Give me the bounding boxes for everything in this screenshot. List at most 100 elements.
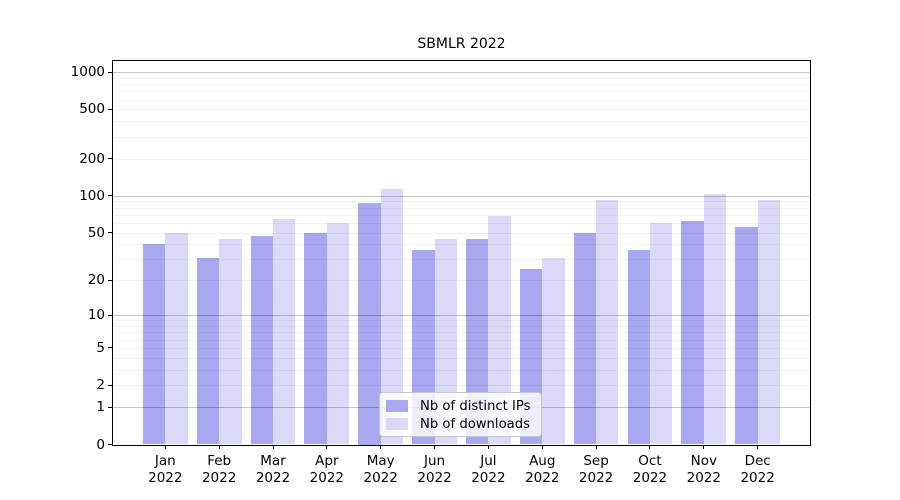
y-tick-label-500: 500 bbox=[79, 101, 105, 118]
x-tick-year: 2022 bbox=[417, 469, 452, 486]
y-tick-mark-5 bbox=[108, 347, 112, 349]
x-tick-year: 2022 bbox=[525, 469, 560, 486]
x-tick-label-apr: Apr 2022 bbox=[299, 453, 355, 486]
x-tick-month: Dec bbox=[744, 453, 771, 469]
y-tick-mark-10 bbox=[108, 314, 112, 316]
x-tick-month: Jan bbox=[154, 453, 176, 469]
x-tick-label-jan: Jan 2022 bbox=[137, 453, 193, 486]
x-tick-label-may: May 2022 bbox=[353, 453, 409, 486]
gridline-minor-200 bbox=[113, 158, 810, 160]
x-tick-label-dec: Dec 2022 bbox=[730, 453, 786, 486]
x-tick-mark-apr bbox=[326, 445, 328, 449]
y-tick-mark-20 bbox=[108, 279, 112, 281]
gridline-minor-3 bbox=[113, 369, 810, 371]
gridline-minor-60 bbox=[113, 222, 810, 224]
gridline-minor-8 bbox=[113, 326, 810, 328]
gridline-minor-7 bbox=[113, 332, 810, 334]
bar-downloads-jan bbox=[165, 232, 188, 445]
gridline-minor-9 bbox=[113, 320, 810, 322]
x-tick-month: Mar bbox=[260, 453, 286, 469]
bar-downloads-nov bbox=[703, 193, 727, 445]
x-tick-year: 2022 bbox=[740, 469, 775, 486]
gridline-minor-40 bbox=[113, 244, 810, 246]
y-tick-label-1: 1 bbox=[96, 399, 105, 416]
bar-ips-mar bbox=[250, 235, 273, 445]
legend-label-ips: Nb of distinct IPs bbox=[420, 398, 531, 414]
bar-downloads-aug bbox=[542, 257, 565, 445]
x-tick-year: 2022 bbox=[686, 469, 721, 486]
x-tick-year: 2022 bbox=[309, 469, 345, 486]
gridline-minor-2 bbox=[113, 385, 810, 387]
y-tick-mark-0 bbox=[108, 444, 112, 445]
y-tick-label-5: 5 bbox=[96, 339, 105, 356]
gridline-minor-800 bbox=[113, 84, 810, 86]
x-tick-mark-jul bbox=[487, 445, 489, 449]
x-tick-mark-nov bbox=[703, 445, 705, 449]
x-tick-year: 2022 bbox=[632, 469, 668, 486]
gridline-minor-30 bbox=[113, 259, 810, 261]
bar-ips-oct bbox=[627, 249, 650, 445]
bar-ips-sep bbox=[573, 232, 597, 445]
x-tick-mark-may bbox=[380, 445, 382, 449]
x-tick-label-jul: Jul 2022 bbox=[460, 453, 516, 486]
gridline-minor-70 bbox=[113, 214, 810, 216]
x-tick-mark-oct bbox=[649, 445, 651, 449]
y-tick-label-100: 100 bbox=[79, 187, 105, 204]
gridline-minor-400 bbox=[113, 121, 810, 123]
x-tick-label-sep: Sep 2022 bbox=[568, 453, 624, 486]
y-tick-label-10: 10 bbox=[87, 307, 105, 324]
bar-ips-dec bbox=[735, 226, 758, 445]
bar-ips-feb bbox=[196, 257, 220, 445]
x-tick-month: Oct bbox=[638, 453, 662, 469]
bar-ips-apr bbox=[304, 232, 327, 445]
bar-downloads-sep bbox=[596, 200, 619, 445]
bar-downloads-dec bbox=[757, 200, 781, 445]
y-tick-label-0: 0 bbox=[96, 436, 105, 453]
gridline-minor-700 bbox=[113, 91, 810, 93]
y-tick-label-200: 200 bbox=[79, 150, 105, 167]
x-tick-year: 2022 bbox=[201, 469, 237, 486]
gridline-major-100 bbox=[113, 195, 810, 197]
y-tick-label-20: 20 bbox=[87, 272, 105, 289]
gridline-minor-90 bbox=[113, 201, 810, 203]
bar-downloads-mar bbox=[273, 218, 296, 445]
gridline-minor-600 bbox=[113, 99, 810, 101]
gridline-minor-4 bbox=[113, 357, 810, 359]
x-tick-year: 2022 bbox=[578, 469, 614, 486]
x-tick-month: Jul bbox=[480, 453, 497, 469]
chart-title: SBMLR 2022 bbox=[417, 36, 506, 52]
gridline-minor-5 bbox=[113, 347, 810, 349]
legend-swatch-ips bbox=[386, 400, 408, 412]
x-tick-month: Sep bbox=[583, 453, 609, 469]
y-tick-mark-2 bbox=[108, 384, 112, 386]
y-tick-mark-500 bbox=[108, 108, 112, 110]
x-tick-label-aug: Aug 2022 bbox=[514, 453, 570, 486]
x-tick-year: 2022 bbox=[148, 469, 183, 486]
y-tick-mark-1 bbox=[108, 406, 112, 408]
gridline-minor-6 bbox=[113, 339, 810, 341]
x-tick-label-oct: Oct 2022 bbox=[622, 453, 678, 486]
gridlines-layer bbox=[113, 61, 810, 445]
x-tick-month: Apr bbox=[315, 453, 339, 469]
x-tick-label-jun: Jun 2022 bbox=[407, 453, 463, 486]
y-tick-mark-50 bbox=[108, 232, 112, 234]
gridline-major-10 bbox=[113, 315, 810, 317]
y-tick-label-50: 50 bbox=[87, 224, 105, 241]
y-tick-mark-1000 bbox=[108, 71, 112, 73]
bar-downloads-apr bbox=[326, 222, 350, 445]
legend-label-downloads: Nb of downloads bbox=[420, 416, 530, 432]
x-tick-month: May bbox=[366, 453, 395, 469]
gridline-minor-900 bbox=[113, 77, 810, 79]
x-tick-mark-aug bbox=[541, 445, 543, 449]
x-tick-mark-sep bbox=[595, 445, 597, 449]
bar-ips-nov bbox=[681, 221, 704, 445]
x-tick-mark-mar bbox=[272, 445, 274, 449]
gridline-minor-50 bbox=[113, 232, 810, 234]
y-tick-mark-200 bbox=[108, 158, 112, 160]
gridline-minor-80 bbox=[113, 207, 810, 209]
x-tick-month: Feb bbox=[207, 453, 232, 469]
x-tick-month: Jun bbox=[424, 453, 446, 469]
x-tick-label-feb: Feb 2022 bbox=[191, 453, 247, 486]
x-tick-mark-jan bbox=[164, 445, 166, 449]
